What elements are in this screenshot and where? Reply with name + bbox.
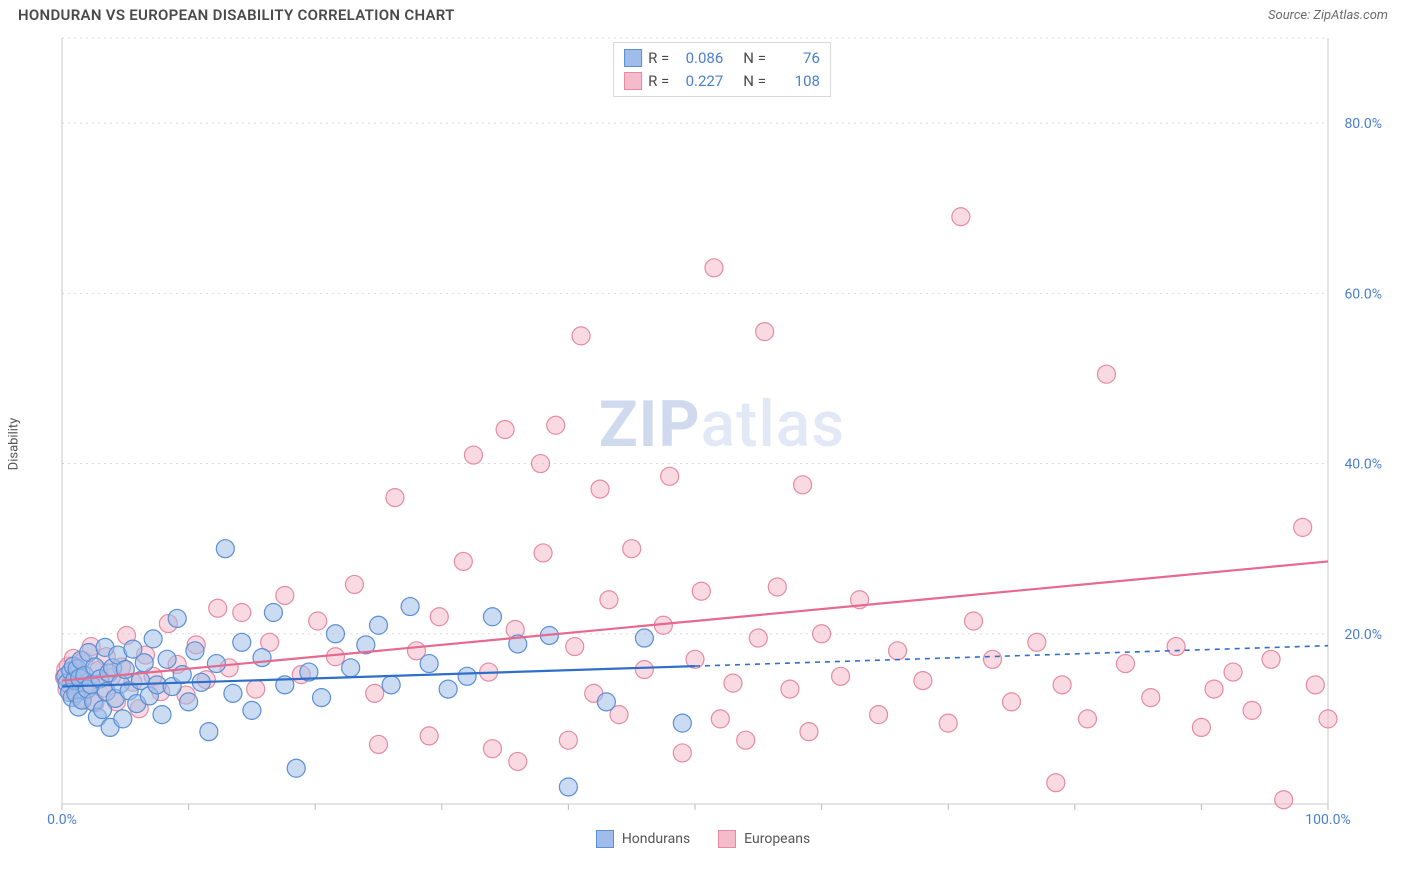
svg-text:80.0%: 80.0% xyxy=(1344,116,1382,132)
chart-area: Disability 20.0%40.0%60.0%80.0%0.0%100.0… xyxy=(18,34,1388,854)
svg-text:20.0%: 20.0% xyxy=(1344,627,1382,643)
scatter-svg: 20.0%40.0%60.0%80.0%0.0%100.0% xyxy=(56,34,1388,822)
legend-swatch-hondurans xyxy=(624,49,642,67)
stat-label-r: R = xyxy=(648,47,669,70)
legend-stats-box: R = 0.086 N = 76 R = 0.227 N = 108 xyxy=(613,42,831,97)
legend-swatch-europeans xyxy=(624,72,642,90)
stat-value-n-hondurans: 76 xyxy=(772,47,820,70)
header: HONDURAN VS EUROPEAN DISABILITY CORRELAT… xyxy=(0,0,1406,28)
svg-text:40.0%: 40.0% xyxy=(1344,457,1382,473)
legend-stats-row-europeans: R = 0.227 N = 108 xyxy=(624,70,820,93)
bottom-legend: Hondurans Europeans xyxy=(18,830,1388,848)
chart-title: HONDURAN VS EUROPEAN DISABILITY CORRELAT… xyxy=(18,6,455,24)
legend-swatch-icon xyxy=(596,830,614,848)
stat-value-r-hondurans: 0.086 xyxy=(675,47,723,70)
svg-text:0.0%: 0.0% xyxy=(47,812,77,828)
legend-label-europeans: Europeans xyxy=(744,831,810,847)
stat-label-r: R = xyxy=(648,70,669,93)
y-axis-label: Disability xyxy=(7,418,22,471)
legend-item-hondurans: Hondurans xyxy=(596,830,690,848)
legend-label-hondurans: Hondurans xyxy=(622,831,690,847)
legend-stats-row-hondurans: R = 0.086 N = 76 xyxy=(624,47,820,70)
legend-item-europeans: Europeans xyxy=(718,830,810,848)
plot-region: 20.0%40.0%60.0%80.0%0.0%100.0% ZIPatlas … xyxy=(56,34,1388,822)
svg-text:100.0%: 100.0% xyxy=(1305,812,1350,828)
source-label: Source: ZipAtlas.com xyxy=(1268,8,1388,23)
stat-label-n: N = xyxy=(743,47,766,70)
stat-value-r-europeans: 0.227 xyxy=(675,70,723,93)
legend-swatch-icon xyxy=(718,830,736,848)
stat-label-n: N = xyxy=(743,70,766,93)
stat-value-n-europeans: 108 xyxy=(772,70,820,93)
svg-text:60.0%: 60.0% xyxy=(1344,286,1382,302)
